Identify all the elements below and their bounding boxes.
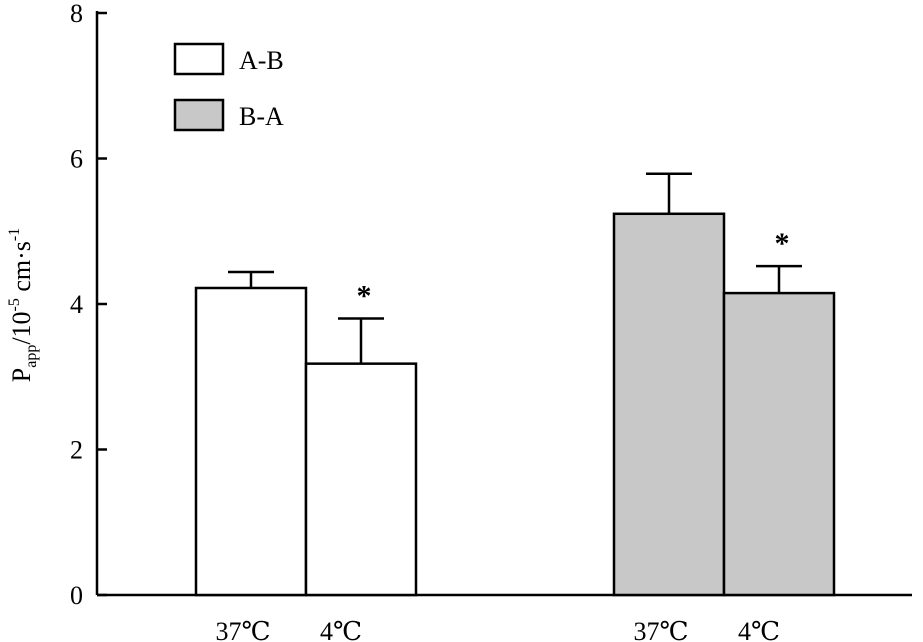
x-category-label: 37℃ bbox=[215, 617, 270, 642]
significance-marker: * bbox=[357, 280, 372, 313]
y-tick-label: 6 bbox=[70, 145, 83, 174]
legend-label: B-A bbox=[239, 102, 284, 131]
legend-label: A-B bbox=[239, 46, 284, 75]
y-axis-label: Papp/10-5 cm·s-1 bbox=[6, 228, 40, 383]
x-axis-labels: 37℃ 4℃ 37℃ 4℃ bbox=[215, 617, 780, 642]
y-tick-label: 2 bbox=[70, 436, 83, 465]
legend-swatch bbox=[173, 98, 225, 132]
bar bbox=[304, 362, 418, 597]
bar bbox=[194, 286, 308, 597]
legend-swatch bbox=[173, 42, 225, 76]
x-category-label: 4℃ bbox=[320, 617, 362, 642]
legend: A-B B-A bbox=[173, 42, 284, 132]
y-tick-label: 0 bbox=[70, 581, 83, 610]
bar bbox=[722, 291, 836, 597]
significance-marker: * bbox=[775, 227, 790, 260]
bars: ** bbox=[194, 172, 836, 597]
y-tick-label: 8 bbox=[70, 0, 83, 28]
bar bbox=[612, 212, 726, 597]
y-tick-label: 4 bbox=[70, 290, 83, 319]
x-category-label: 37℃ bbox=[633, 617, 688, 642]
x-category-label: 4℃ bbox=[738, 617, 780, 642]
